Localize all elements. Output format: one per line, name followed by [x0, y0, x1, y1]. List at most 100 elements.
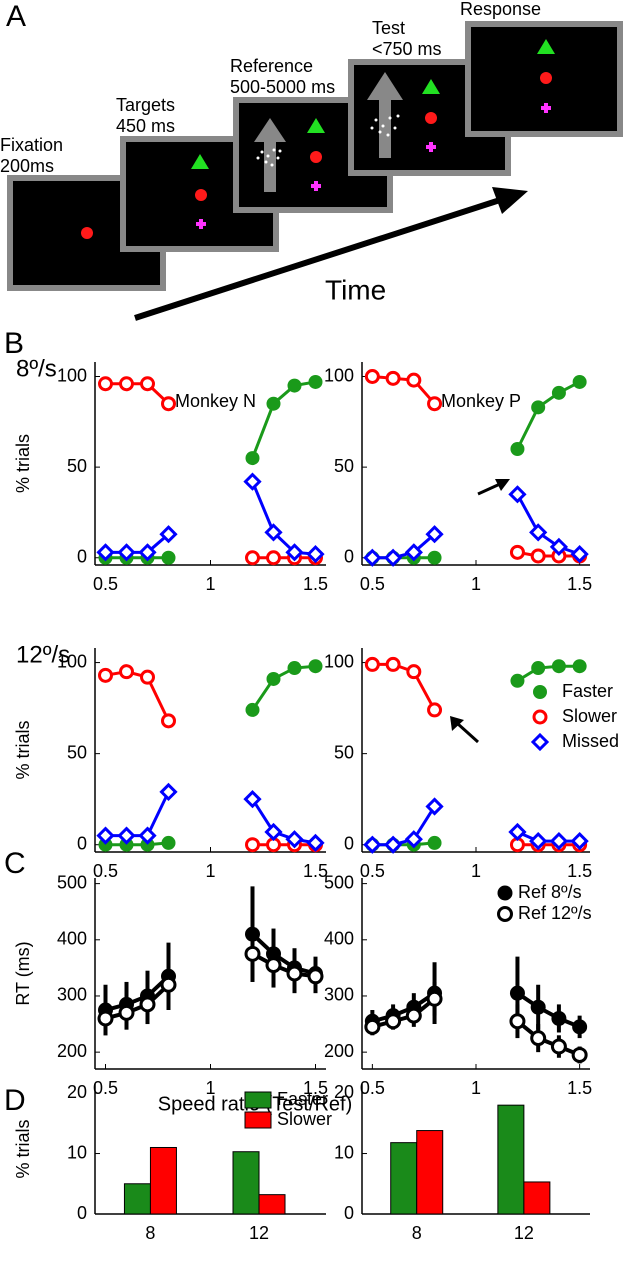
x-tick-label: 0.5: [360, 861, 385, 881]
y-tick-label: 400: [324, 929, 354, 949]
marker: [406, 372, 422, 388]
series-line: [105, 382, 316, 560]
y-tick-label: 0: [344, 833, 354, 853]
marker: [405, 1007, 422, 1024]
series-line: [371, 997, 581, 1057]
y-tick-label: 100: [57, 651, 87, 671]
marker: [550, 1038, 567, 1055]
marker: [363, 548, 382, 567]
marker: [385, 656, 401, 672]
x-tick-label: 12: [514, 1223, 534, 1243]
x-tick-label: 1: [205, 861, 215, 881]
series-line: [105, 664, 316, 847]
marker: [118, 1004, 135, 1021]
x-tick-label: 1.5: [303, 1078, 328, 1098]
legend-marker: [532, 709, 548, 725]
marker: [160, 976, 177, 993]
x-tick-label: 1: [205, 574, 215, 594]
stage-label: Targets: [116, 95, 175, 115]
marker: [117, 826, 136, 845]
marker: [264, 822, 283, 842]
series-line: [372, 493, 581, 560]
marker: [509, 1013, 526, 1030]
annotation-arrow: [477, 479, 510, 496]
bar: [149, 1146, 177, 1215]
series-line: [372, 805, 580, 847]
legend-marker: [497, 906, 513, 922]
series-line: [372, 664, 580, 847]
marker: [266, 671, 281, 686]
marker: [530, 999, 546, 1015]
series-line: [105, 670, 316, 847]
x-tick-label: 8: [145, 1223, 155, 1243]
marker: [96, 543, 115, 562]
marker: [265, 957, 282, 974]
marker: [243, 472, 262, 491]
marker: [287, 661, 302, 676]
marker: [385, 1013, 402, 1030]
legend-label: Faster: [277, 1089, 328, 1109]
y-tick-label: 300: [57, 985, 87, 1005]
marker: [425, 525, 444, 544]
marker: [243, 790, 262, 809]
stage-duration: 200ms: [0, 156, 54, 176]
marker: [385, 370, 401, 386]
marker: [287, 378, 302, 393]
stage-label: Fixation: [0, 135, 63, 155]
y-tick-label: 10: [334, 1142, 354, 1162]
y-tick-label: 500: [324, 872, 354, 892]
stage-duration: 450 ms: [116, 116, 175, 136]
marker: [427, 550, 442, 565]
marker: [264, 523, 283, 542]
marker: [245, 837, 260, 853]
legend-label: Faster: [562, 681, 613, 701]
bar: [416, 1130, 444, 1215]
panel-label: B: [4, 327, 24, 360]
chart-title: Monkey P: [441, 391, 521, 411]
panel-label: D: [4, 1084, 26, 1117]
series-line: [372, 375, 580, 558]
marker: [549, 537, 569, 556]
y-tick-label: 200: [57, 1041, 87, 1061]
y-tick-label: 0: [77, 833, 87, 853]
marker: [245, 550, 260, 566]
marker: [117, 543, 136, 562]
marker: [98, 376, 113, 392]
x-tick-label: 1: [471, 1078, 481, 1098]
bar: [497, 1104, 525, 1215]
marker: [406, 664, 422, 680]
stage-duration: 500-5000 ms: [230, 77, 335, 97]
y-tick-label: 400: [57, 929, 87, 949]
legend-marker: [530, 732, 550, 752]
y-tick-label: 500: [57, 872, 87, 892]
x-tick-label: 1: [205, 1078, 215, 1098]
marker: [364, 1018, 381, 1035]
marker: [571, 1046, 588, 1063]
marker: [363, 835, 382, 854]
marker: [427, 835, 442, 850]
x-tick-label: 0.5: [93, 1078, 118, 1098]
marker: [383, 548, 403, 567]
x-tick-label: 0.5: [360, 1078, 385, 1098]
series-line: [372, 662, 580, 847]
y-axis-label: RT (ms): [13, 941, 33, 1005]
marker: [306, 545, 325, 564]
marker: [138, 543, 157, 562]
y-tick-label: 200: [324, 1041, 354, 1061]
marker: [140, 669, 155, 685]
y-tick-label: 50: [334, 456, 354, 476]
panel-label: A: [6, 0, 26, 33]
marker: [509, 985, 525, 1001]
bar: [258, 1194, 286, 1215]
y-tick-label: 300: [324, 985, 354, 1005]
marker: [508, 485, 527, 504]
marker: [138, 826, 157, 845]
x-tick-label: 0.5: [360, 574, 385, 594]
stage-duration: <750 ms: [372, 39, 442, 59]
marker: [426, 990, 443, 1007]
series-line: [105, 380, 316, 560]
legend-swatch: [244, 1111, 272, 1129]
y-tick-label: 0: [344, 547, 354, 567]
panel-label: C: [4, 847, 26, 880]
